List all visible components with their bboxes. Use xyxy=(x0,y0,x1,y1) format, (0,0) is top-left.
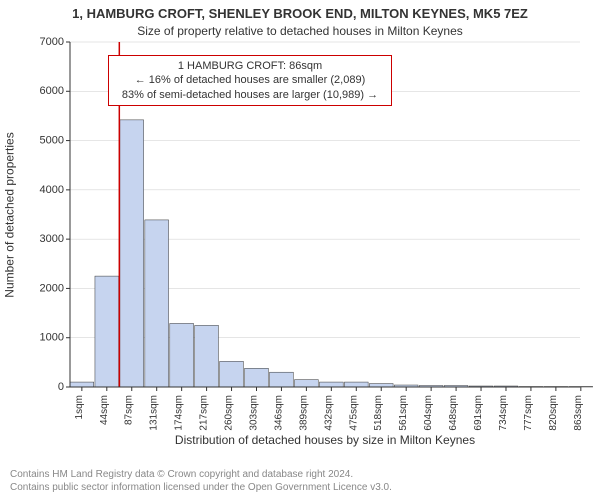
y-axis-label: Number of detached properties xyxy=(2,42,18,387)
bar xyxy=(270,372,294,387)
ytick-label: 1000 xyxy=(40,332,64,344)
bar xyxy=(70,382,94,387)
ytick-label: 2000 xyxy=(40,282,64,294)
xtick-label: 604sqm xyxy=(423,395,434,431)
bar xyxy=(344,382,368,387)
bar xyxy=(220,361,244,387)
x-axis-label: Distribution of detached houses by size … xyxy=(70,433,580,447)
bar xyxy=(145,220,169,387)
bar xyxy=(120,120,144,387)
xtick-label: 648sqm xyxy=(448,395,459,431)
annotation-box: 1 HAMBURG CROFT: 86sqm ← 16% of detached… xyxy=(108,55,392,106)
chart-subtitle: Size of property relative to detached ho… xyxy=(0,24,600,38)
footer-line1: Contains HM Land Registry data © Crown c… xyxy=(10,468,590,481)
chart-title: 1, HAMBURG CROFT, SHENLEY BROOK END, MIL… xyxy=(0,6,600,21)
xtick-label: 87sqm xyxy=(124,395,135,425)
xtick-label: 174sqm xyxy=(174,395,185,431)
xtick-label: 518sqm xyxy=(373,395,384,431)
footer: Contains HM Land Registry data © Crown c… xyxy=(10,468,590,494)
chart-container: 1, HAMBURG CROFT, SHENLEY BROOK END, MIL… xyxy=(0,0,600,500)
bar xyxy=(245,368,269,387)
bar xyxy=(369,384,393,387)
xtick-label: 432sqm xyxy=(323,395,334,431)
ytick-label: 0 xyxy=(58,381,64,393)
bar xyxy=(295,380,319,387)
annotation-line3: 83% of semi-detached houses are larger (… xyxy=(115,88,385,102)
bar xyxy=(170,323,194,387)
xtick-label: 260sqm xyxy=(224,395,235,431)
xtick-label: 44sqm xyxy=(99,395,110,425)
ytick-label: 6000 xyxy=(40,85,64,97)
xtick-label: 346sqm xyxy=(273,395,284,431)
xtick-label: 131sqm xyxy=(149,395,160,431)
ytick-label: 4000 xyxy=(40,184,64,196)
bar xyxy=(195,325,219,387)
xtick-label: 561sqm xyxy=(398,395,409,431)
annotation-line2: ← 16% of detached houses are smaller (2,… xyxy=(115,73,385,87)
xtick-label: 734sqm xyxy=(498,395,509,431)
xtick-label: 820sqm xyxy=(548,395,559,431)
xtick-label: 863sqm xyxy=(573,395,584,431)
bar xyxy=(319,382,343,387)
xtick-label: 475sqm xyxy=(348,395,359,431)
xtick-label: 691sqm xyxy=(473,395,484,431)
ytick-label: 7000 xyxy=(40,36,64,48)
ytick-label: 3000 xyxy=(40,233,64,245)
xtick-label: 777sqm xyxy=(523,395,534,431)
xtick-label: 303sqm xyxy=(248,395,259,431)
bar xyxy=(95,276,119,387)
xtick-label: 1sqm xyxy=(74,395,85,419)
xtick-label: 217sqm xyxy=(199,395,210,431)
ytick-label: 5000 xyxy=(40,134,64,146)
annotation-line1: 1 HAMBURG CROFT: 86sqm xyxy=(115,59,385,73)
footer-line2: Contains public sector information licen… xyxy=(10,481,590,494)
xtick-label: 389sqm xyxy=(298,395,309,431)
